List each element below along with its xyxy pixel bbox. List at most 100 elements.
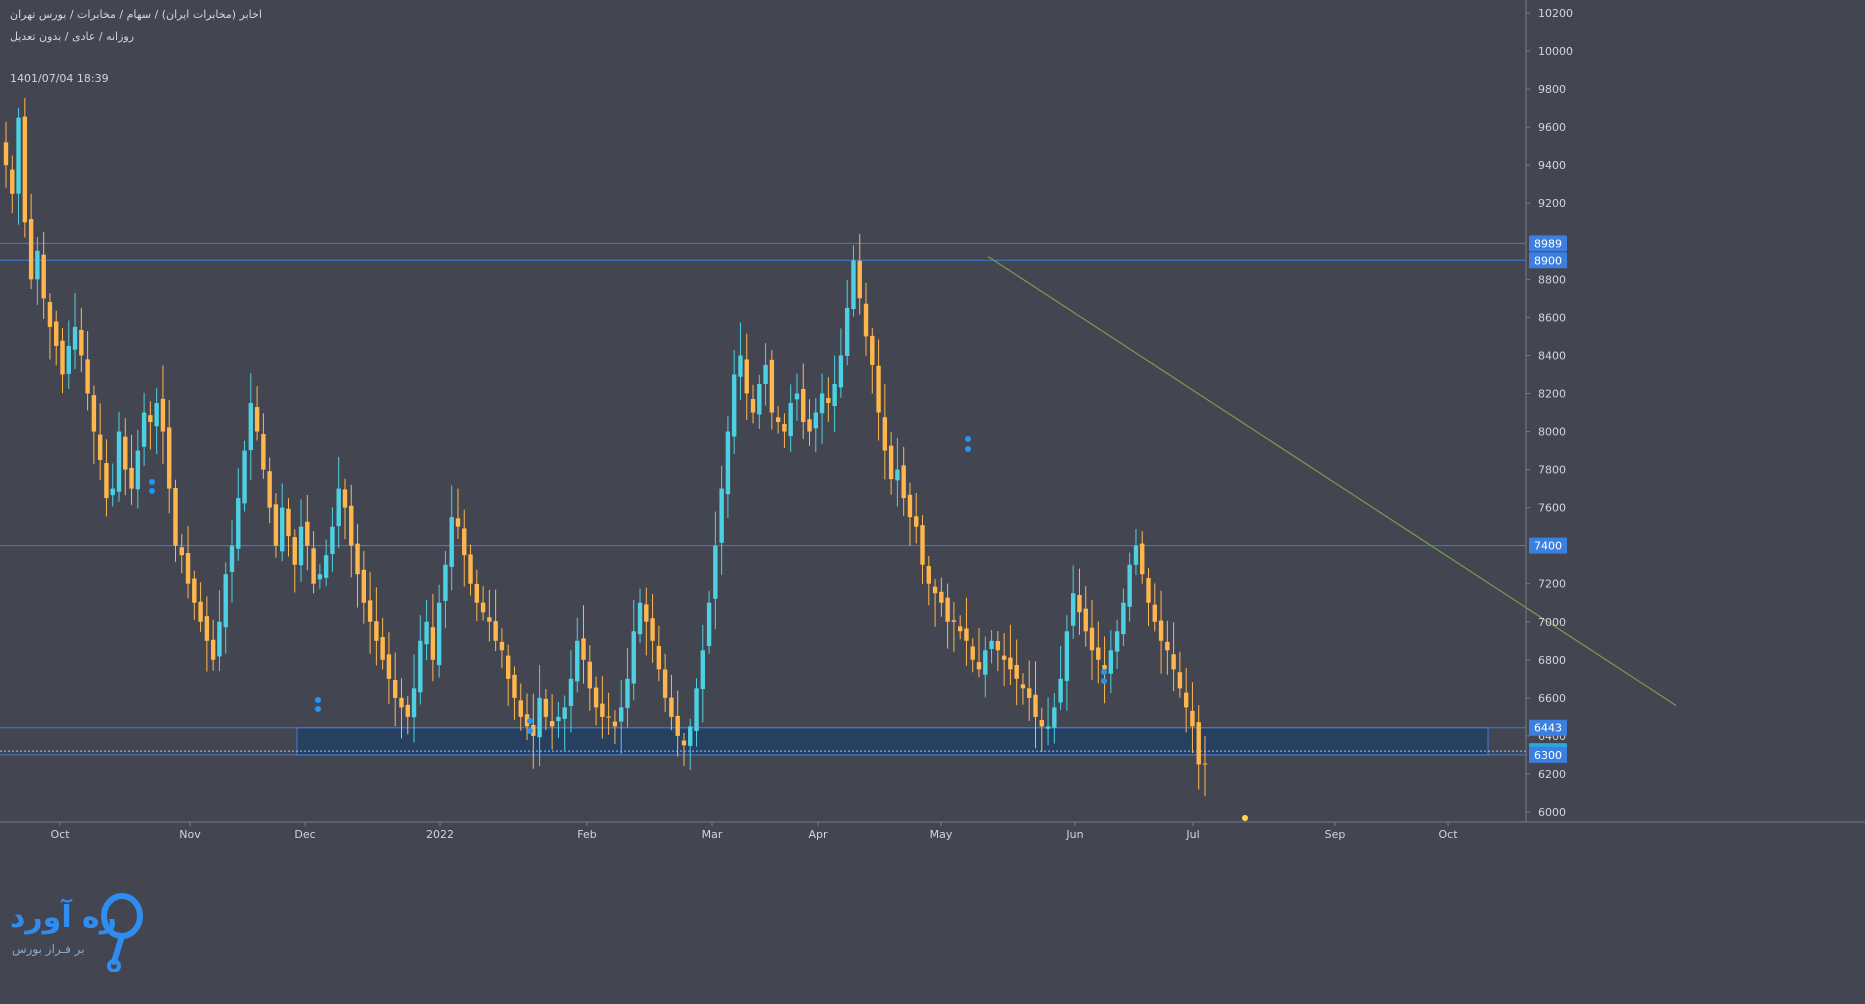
candle-body xyxy=(656,645,662,670)
candle-body xyxy=(675,715,680,736)
candle-body xyxy=(1121,602,1126,635)
candle xyxy=(123,418,128,496)
candle xyxy=(1008,624,1013,686)
candle-body xyxy=(882,417,888,451)
candle-body xyxy=(612,721,618,727)
signal-marker xyxy=(315,706,321,712)
candle-body xyxy=(468,554,473,584)
candle xyxy=(549,694,555,750)
candle xyxy=(662,653,668,712)
candle xyxy=(436,584,442,678)
price-tag-label-8989: 8989 xyxy=(1534,237,1562,250)
candle xyxy=(236,468,241,561)
candle-body xyxy=(644,604,649,622)
candle-body xyxy=(844,307,850,356)
candle xyxy=(110,463,115,507)
candle xyxy=(857,233,862,315)
signal-marker xyxy=(149,479,155,485)
candle xyxy=(524,693,530,741)
candle xyxy=(593,676,599,726)
candle xyxy=(1165,620,1170,675)
y-tick-label: 6000 xyxy=(1538,806,1566,819)
datetime-stamp: 1401/07/04 18:39 xyxy=(10,72,109,85)
candle xyxy=(744,333,749,420)
candle-body xyxy=(361,569,367,603)
candle-body xyxy=(154,402,159,427)
candle xyxy=(91,385,97,464)
candle-body xyxy=(72,326,78,350)
candle-body xyxy=(449,517,454,567)
candle xyxy=(863,282,869,356)
candle xyxy=(838,328,844,398)
y-tick-label: 9800 xyxy=(1538,83,1566,96)
candle-body xyxy=(995,641,1001,651)
candle-body xyxy=(349,505,354,546)
candle xyxy=(719,465,724,575)
candle-body xyxy=(681,740,687,746)
candle xyxy=(185,525,191,599)
candle-body xyxy=(505,655,511,679)
candle-body xyxy=(10,169,15,194)
candle xyxy=(1077,568,1082,635)
candle-body xyxy=(424,621,429,645)
candle-body xyxy=(1171,654,1176,670)
candle xyxy=(964,597,969,666)
candle xyxy=(675,690,680,757)
candle-body xyxy=(957,626,963,632)
candle-body xyxy=(600,703,605,717)
candle-body xyxy=(462,528,467,556)
candle-body xyxy=(1052,707,1057,728)
candle-body xyxy=(1008,657,1013,670)
candle-body xyxy=(236,498,241,549)
signal-marker xyxy=(1101,678,1107,684)
candle-body xyxy=(311,548,316,584)
candle xyxy=(204,596,210,672)
x-tick-label: Oct xyxy=(1438,828,1458,841)
candle-body xyxy=(355,543,360,575)
candle-body xyxy=(543,698,549,717)
candle xyxy=(116,411,122,502)
candle xyxy=(1152,583,1157,632)
candle-body xyxy=(342,489,348,508)
candle xyxy=(474,569,480,622)
candle xyxy=(424,600,429,661)
candle-body xyxy=(418,640,423,693)
candle-body xyxy=(493,621,498,641)
candle xyxy=(575,617,580,693)
candle-body xyxy=(167,427,172,489)
candle xyxy=(97,403,103,481)
candle-body xyxy=(1158,620,1164,641)
candle xyxy=(141,392,147,466)
logo-text: ره آورد xyxy=(10,900,118,935)
trend-line xyxy=(987,256,1677,706)
candle xyxy=(1014,639,1019,706)
candle-body xyxy=(706,602,712,647)
candle-body xyxy=(838,355,844,388)
candle xyxy=(1096,621,1101,684)
candle-body xyxy=(47,302,53,327)
candle-body xyxy=(512,674,517,698)
candle xyxy=(926,556,931,606)
candle xyxy=(989,630,994,664)
candle-body xyxy=(273,504,279,546)
candle-body xyxy=(487,617,492,622)
candle xyxy=(644,587,649,656)
candle xyxy=(1127,552,1132,622)
candle xyxy=(349,484,354,578)
candle xyxy=(763,343,768,406)
candle-body xyxy=(386,654,392,679)
candle xyxy=(399,678,404,739)
x-tick-label: Mar xyxy=(702,828,723,841)
signal-markers xyxy=(149,436,1248,821)
price-tag-label-6443: 6443 xyxy=(1534,722,1562,735)
candle-body xyxy=(813,412,818,429)
price-tag-label-7400: 7400 xyxy=(1534,540,1562,553)
support-zone-rect xyxy=(296,727,1489,756)
candle xyxy=(336,456,341,548)
candle xyxy=(882,383,888,480)
candle-body xyxy=(1083,608,1088,632)
x-tick-label: 2022 xyxy=(426,828,454,841)
trend-line-segment xyxy=(987,256,1677,706)
candle-body xyxy=(3,142,9,166)
